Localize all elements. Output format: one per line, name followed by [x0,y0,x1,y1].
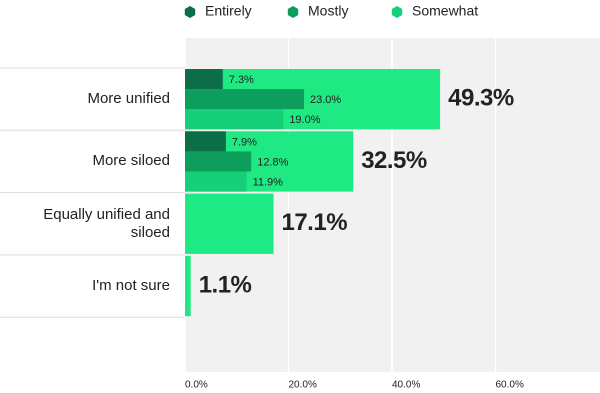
segment-bar [185,171,247,192]
x-tick-label: 0.0% [185,380,208,391]
legend-label: Entirely [205,3,252,19]
segment-bar [185,69,223,90]
legend-marker [287,6,299,18]
total-label: 1.1% [199,271,252,298]
total-bar [185,193,274,254]
category-label: Equally unified and siloed [43,205,170,241]
total-bar [185,255,191,317]
segment-label: 23.0% [310,94,341,106]
category-label: I'm not sure [92,277,170,295]
category-label: More siloed [92,152,170,170]
legend-marker [184,6,196,18]
total-label: 32.5% [361,147,427,174]
segment-label: 7.9% [232,136,257,148]
segment-bar [185,89,305,110]
segment-label: 19.0% [289,114,320,126]
segment-bar [185,151,252,172]
segment-bar [185,131,226,152]
x-tick-label: 20.0% [289,380,317,391]
category-label: More unified [87,90,170,108]
x-tick-label: 40.0% [392,380,420,391]
legend-label: Mostly [308,3,348,19]
segment-label: 12.8% [257,156,288,168]
legend-marker [391,6,403,18]
segment-bar [185,109,284,130]
total-label: 17.1% [281,209,347,236]
x-tick-label: 60.0% [496,380,524,391]
total-label: 49.3% [448,84,514,111]
segment-label: 11.9% [253,176,284,188]
legend-label: Somewhat [412,3,478,19]
segment-label: 7.3% [229,74,254,86]
